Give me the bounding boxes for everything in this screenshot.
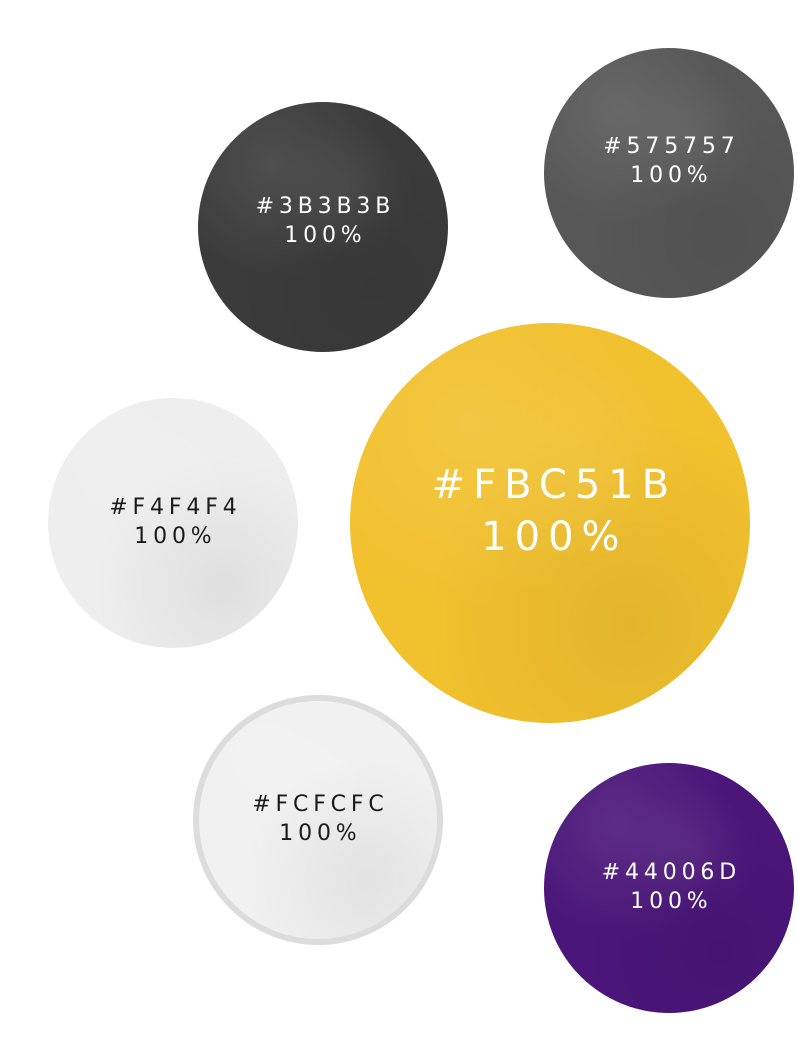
swatch-label: #FCFCFC 100% xyxy=(247,791,388,848)
swatch-label: #3B3B3B 100% xyxy=(251,193,395,250)
color-swatch-575757: #575757 100% xyxy=(544,48,794,298)
swatch-label: #575757 100% xyxy=(598,133,739,190)
color-swatch-fbc51b: #FBC51B 100% xyxy=(350,323,750,723)
hex-code: #F4F4F4 xyxy=(109,495,242,521)
hex-code: #3B3B3B xyxy=(255,194,396,220)
opacity-percent: 100% xyxy=(630,889,713,914)
opacity-percent: 100% xyxy=(630,163,713,188)
opacity-percent: 100% xyxy=(284,223,367,248)
opacity-percent: 100% xyxy=(481,514,628,560)
swatch-label: #44006D 100% xyxy=(597,859,741,916)
opacity-percent: 100% xyxy=(134,524,217,549)
opacity-percent: 100% xyxy=(279,821,362,846)
color-swatch-44006d: #44006D 100% xyxy=(544,763,794,1013)
hex-code: #44006D xyxy=(601,860,742,886)
color-swatch-3b3b3b: #3B3B3B 100% xyxy=(198,102,448,352)
swatch-label: #FBC51B 100% xyxy=(423,459,677,563)
hex-code: #FCFCFC xyxy=(252,792,389,818)
color-swatch-f4f4f4: #F4F4F4 100% xyxy=(48,398,298,648)
color-swatch-fcfcfc: #FCFCFC 100% xyxy=(193,695,443,945)
hex-code: #575757 xyxy=(603,134,740,160)
hex-code: #FBC51B xyxy=(431,462,678,508)
swatch-label: #F4F4F4 100% xyxy=(104,494,241,551)
